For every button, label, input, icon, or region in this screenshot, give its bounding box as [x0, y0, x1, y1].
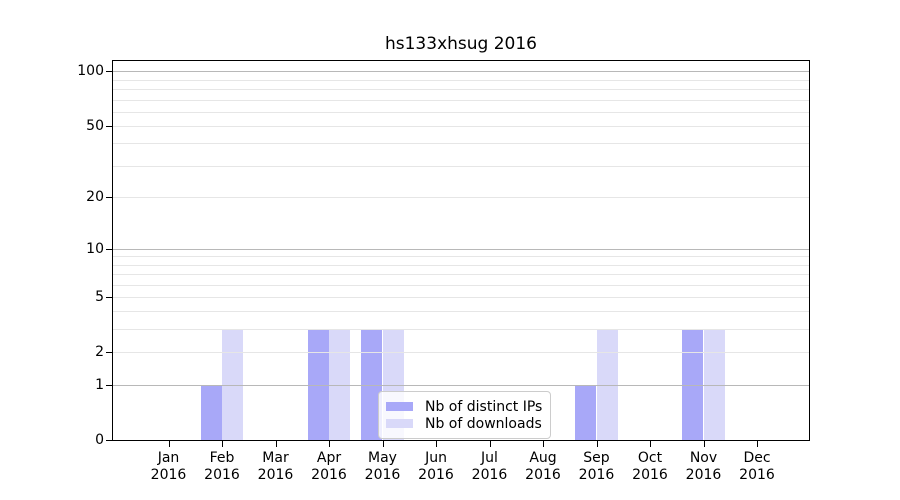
x-tick-label-year: 2016: [739, 467, 775, 483]
x-tick-label-month: Jul: [481, 450, 498, 466]
x-tick-label-year: 2016: [418, 467, 454, 483]
x-axis-tick: [382, 441, 384, 447]
x-tick-label-year: 2016: [257, 467, 294, 483]
legend-swatch-downloads: [386, 419, 413, 428]
y-gridline-minor: [113, 264, 809, 266]
x-axis-tick: [436, 441, 437, 447]
legend-swatch-distinct-ips: [386, 402, 413, 411]
y-axis-tick: [106, 196, 112, 198]
y-gridline-minor: [113, 111, 809, 113]
legend: Nb of distinct IPs Nb of downloads: [378, 391, 552, 439]
x-axis-tick: [650, 441, 651, 447]
x-tick-label-month: Apr: [316, 450, 342, 466]
x-tick-label-month: Aug: [529, 450, 557, 466]
x-axis-tick: [596, 441, 598, 447]
y-gridline-minor: [113, 143, 809, 145]
legend-row: Nb of distinct IPs: [386, 398, 542, 415]
x-axis-tick: [329, 441, 330, 447]
bar-distinct-ips: [200, 384, 222, 440]
x-tick-label: Jul 2016: [458, 450, 522, 484]
y-axis-tick: [106, 384, 112, 386]
y-axis-tick: [106, 440, 112, 441]
x-tick-label: Oct 2016: [618, 450, 682, 484]
x-tick-label: Sep 2016: [565, 450, 629, 484]
chart-title: hs133xhsug 2016: [384, 34, 537, 54]
legend-label-distinct-ips: Nb of distinct IPs: [425, 398, 543, 415]
x-tick-label: Feb 2016: [190, 450, 254, 484]
y-axis-tick: [106, 71, 112, 73]
x-tick-label-month: Jan: [157, 450, 180, 466]
x-tick-label-month: Nov: [689, 450, 718, 466]
x-tick-label-year: 2016: [578, 467, 615, 483]
y-gridline-major: [113, 248, 809, 250]
x-tick-label-year: 2016: [471, 467, 508, 483]
y-gridline-minor: [113, 89, 809, 90]
legend-row: Nb of downloads: [386, 415, 542, 432]
x-axis-tick: [703, 441, 705, 447]
legend-label-downloads: Nb of downloads: [425, 415, 542, 432]
x-tick-label-month: May: [368, 450, 397, 466]
x-tick-label: Jan 2016: [137, 450, 201, 484]
x-axis-tick: [168, 441, 170, 447]
bar-distinct-ips: [575, 384, 597, 440]
x-tick-label: Nov 2016: [672, 450, 736, 484]
x-axis-tick: [275, 441, 277, 447]
y-tick-label: 20: [86, 188, 104, 205]
x-tick-label-year: 2016: [204, 467, 240, 483]
x-tick-label: Aug 2016: [511, 450, 575, 484]
y-gridline-major: [113, 71, 809, 73]
y-tick-label: 10: [86, 240, 104, 257]
x-axis-tick: [489, 441, 491, 447]
y-gridline-minor: [113, 329, 809, 331]
y-axis-tick: [106, 125, 112, 127]
y-tick-label: 0: [95, 432, 104, 448]
x-tick-label-year: 2016: [311, 467, 347, 483]
y-gridline-minor: [113, 296, 809, 298]
y-gridline-minor: [113, 99, 809, 101]
x-tick-label-year: 2016: [364, 467, 401, 483]
x-axis-tick: [543, 441, 544, 447]
x-tick-label-year: 2016: [150, 467, 187, 483]
x-tick-label-month: Mar: [262, 450, 289, 466]
y-gridline-minor: [113, 311, 809, 313]
y-tick-label: 100: [77, 63, 104, 80]
y-tick-label: 1: [95, 376, 104, 393]
x-tick-label: Jun 2016: [404, 450, 468, 484]
x-tick-label-year: 2016: [525, 467, 561, 483]
y-tick-label: 50: [86, 117, 104, 134]
x-tick-label-month: Dec: [743, 450, 771, 466]
x-tick-label-month: Oct: [637, 450, 663, 466]
x-tick-label: Mar 2016: [244, 450, 308, 484]
y-gridline-minor: [113, 79, 809, 81]
y-gridline-minor: [113, 256, 809, 258]
y-gridline-minor: [113, 196, 809, 198]
x-axis-tick: [757, 441, 758, 447]
y-axis-tick: [106, 296, 112, 298]
y-gridline-minor: [113, 284, 809, 286]
x-axis-tick: [222, 441, 223, 447]
x-tick-label: May 2016: [351, 450, 415, 484]
x-tick-label: Dec 2016: [725, 450, 789, 484]
x-tick-label-month: Sep: [583, 450, 610, 466]
y-axis-tick: [106, 248, 112, 250]
y-tick-label: 5: [95, 288, 104, 305]
y-gridline-minor: [113, 165, 809, 167]
x-tick-label-month: Feb: [209, 450, 235, 466]
y-axis-tick: [106, 352, 112, 354]
x-tick-label-month: Jun: [425, 450, 447, 466]
y-gridline-major: [113, 384, 809, 386]
plot-area: [112, 60, 810, 441]
x-tick-label-year: 2016: [632, 467, 668, 483]
y-gridline-minor: [113, 273, 809, 275]
x-tick-label: Apr 2016: [297, 450, 361, 484]
y-tick-label: 2: [95, 344, 104, 361]
y-gridline-minor: [113, 352, 809, 354]
y-gridline-minor: [113, 125, 809, 127]
x-tick-label-year: 2016: [685, 467, 722, 483]
